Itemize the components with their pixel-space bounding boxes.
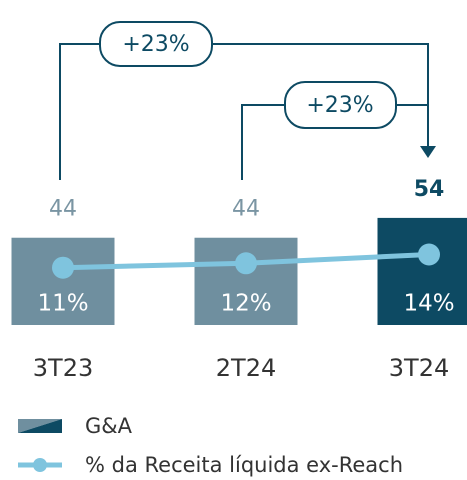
line-marker xyxy=(235,252,257,275)
annotation-pill xyxy=(284,81,397,129)
annotation: +23% xyxy=(122,32,189,57)
legend-swatch xyxy=(18,419,62,433)
bar-label: 54 xyxy=(414,177,445,202)
line-marker xyxy=(418,243,440,266)
bracket xyxy=(59,43,429,180)
bar-label: 44 xyxy=(232,197,260,222)
value-label: 11% xyxy=(37,291,88,317)
legend-label: G&A xyxy=(85,414,133,438)
legend-label: % da Receita líquida ex-Reach xyxy=(85,453,403,477)
value-label: 14% xyxy=(403,291,454,317)
arrow-head xyxy=(420,146,436,158)
legend-marker xyxy=(33,458,47,472)
legend: G&A % da Receita líquida ex-Reach xyxy=(18,414,403,477)
bar-label: 44 xyxy=(49,197,77,222)
x-tick-label: 3T24 xyxy=(389,354,449,382)
bar xyxy=(11,237,115,325)
annotation: +23% xyxy=(306,93,373,118)
x-tick-label: 2T24 xyxy=(216,354,276,382)
value-label: 12% xyxy=(220,291,271,317)
bar xyxy=(377,217,467,325)
annotation-pill xyxy=(99,21,213,67)
x-tick-label: 3T23 xyxy=(33,354,93,382)
bar xyxy=(194,237,298,325)
line-marker xyxy=(52,256,74,279)
